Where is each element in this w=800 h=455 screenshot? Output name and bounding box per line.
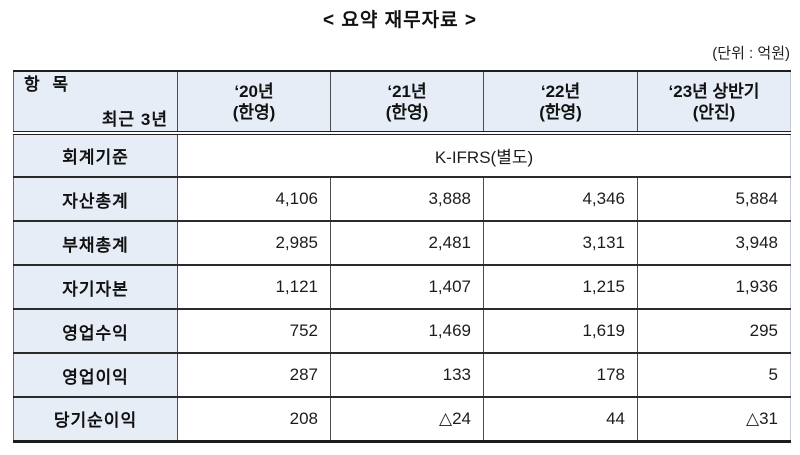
value-cell: 1,469 <box>330 308 484 353</box>
corner-top-label: 최근 3년 <box>101 109 168 129</box>
accounting-standard-row: 회계기준 K-IFRS(별도) <box>13 132 791 177</box>
value-cell: 3,888 <box>330 176 484 221</box>
value-cell: 287 <box>177 352 331 397</box>
column-header-2022: ‘22년 (한영) <box>483 70 638 135</box>
corner-header-cell: 최근 3년 항 목 <box>13 70 178 135</box>
value-cell: 1,619 <box>483 308 638 353</box>
value-cell: 44 <box>483 396 638 443</box>
value-cell: 1,936 <box>637 264 791 309</box>
corner-bottom-label: 항 목 <box>24 74 73 94</box>
column-header-auditor: (안진) <box>692 102 736 122</box>
value-cell: 3,131 <box>483 220 638 265</box>
value-cell: 178 <box>483 352 638 397</box>
value-cell: 133 <box>330 352 484 397</box>
value-cell: △24 <box>330 396 484 443</box>
table-row-operating-profit: 영업이익 287 133 178 5 <box>13 352 791 397</box>
column-header-2023h1: ‘23년 상반기 (안진) <box>637 70 791 135</box>
value-cell: △31 <box>637 396 791 443</box>
value-cell: 295 <box>637 308 791 353</box>
column-header-auditor: (한영) <box>232 102 276 122</box>
table-row-total-liabilities: 부채총계 2,985 2,481 3,131 3,948 <box>13 220 791 265</box>
table-row-total-assets: 자산총계 4,106 3,888 4,346 5,884 <box>13 176 791 221</box>
accounting-standard-value: K-IFRS(별도) <box>177 132 791 177</box>
column-header-2020: ‘20년 (한영) <box>177 70 331 135</box>
column-header-auditor: (한영) <box>385 102 429 122</box>
value-cell: 1,407 <box>330 264 484 309</box>
table-row-equity: 자기자본 1,121 1,407 1,215 1,936 <box>13 264 791 309</box>
value-cell: 2,481 <box>330 220 484 265</box>
summary-financial-table: 최근 3년 항 목 ‘20년 (한영) ‘21년 (한영) ‘22년 (한영) … <box>13 70 791 443</box>
unit-label: (단위 : 억원) <box>712 45 790 62</box>
value-cell: 3,948 <box>637 220 791 265</box>
value-cell: 2,985 <box>177 220 331 265</box>
table-title: < 요약 재무자료 > <box>323 10 477 31</box>
value-cell: 208 <box>177 396 331 443</box>
table-header-row: 최근 3년 항 목 ‘20년 (한영) ‘21년 (한영) ‘22년 (한영) … <box>13 70 791 135</box>
table-row-operating-revenue: 영업수익 752 1,469 1,619 295 <box>13 308 791 353</box>
value-cell: 1,215 <box>483 264 638 309</box>
column-header-year: ‘20년 <box>234 81 274 101</box>
row-label: 부채총계 <box>13 220 178 265</box>
column-header-auditor: (한영) <box>539 102 582 122</box>
row-label-accounting-standard: 회계기준 <box>13 132 178 177</box>
value-cell: 752 <box>177 308 331 353</box>
column-header-2021: ‘21년 (한영) <box>330 70 484 135</box>
table-row-net-income: 당기순이익 208 △24 44 △31 <box>13 396 791 443</box>
row-label: 자산총계 <box>13 176 178 221</box>
column-header-year: ‘21년 <box>387 81 427 101</box>
column-header-year: ‘23년 상반기 <box>668 81 760 101</box>
row-label: 영업수익 <box>13 308 178 353</box>
column-header-year: ‘22년 <box>540 81 581 101</box>
value-cell: 5 <box>637 352 791 397</box>
row-label: 영업이익 <box>13 352 178 397</box>
value-cell: 4,106 <box>177 176 331 221</box>
value-cell: 5,884 <box>637 176 791 221</box>
value-cell: 1,121 <box>177 264 331 309</box>
value-cell: 4,346 <box>483 176 638 221</box>
row-label: 자기자본 <box>13 264 178 309</box>
row-label: 당기순이익 <box>13 396 178 443</box>
